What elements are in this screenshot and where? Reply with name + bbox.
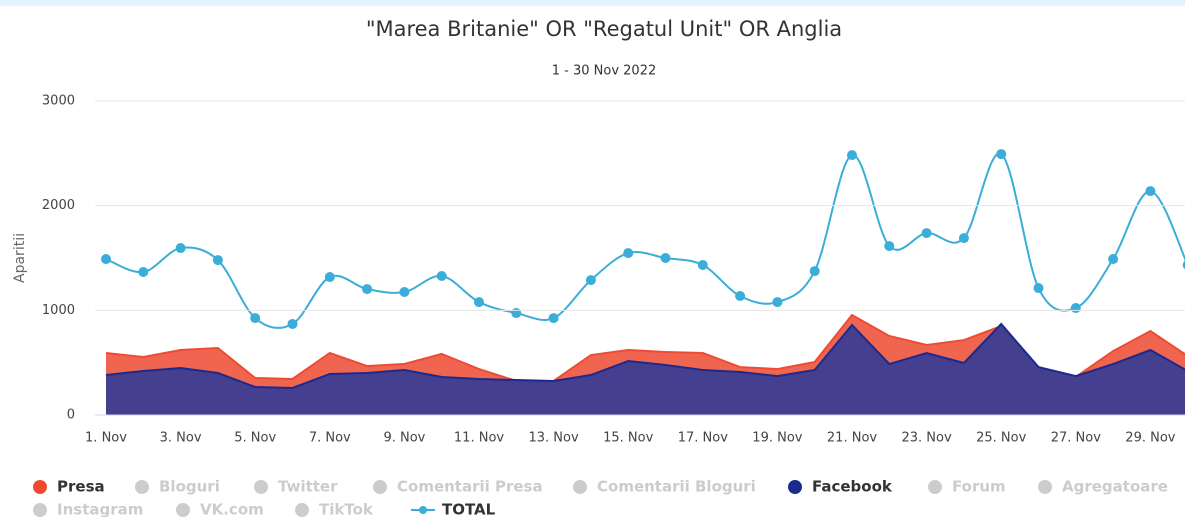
legend-label[interactable]: Facebook <box>812 478 893 496</box>
x-tick-label: 1. Nov <box>85 431 127 446</box>
marker <box>287 318 298 329</box>
chart-subtitle: 1 - 30 Nov 2022 <box>552 64 657 79</box>
marker <box>138 267 149 278</box>
x-tick-label: 3. Nov <box>160 431 202 446</box>
area <box>106 324 1185 415</box>
area-line <box>105 322 1185 390</box>
marker <box>324 272 335 283</box>
x-tick-label: 19. Nov <box>752 431 802 446</box>
legend-marker <box>928 480 942 494</box>
line <box>105 152 1185 329</box>
legend-marker <box>33 503 47 517</box>
legend-label[interactable]: TikTok <box>319 501 374 517</box>
y-tick-label: 1000 <box>42 303 75 318</box>
marker <box>697 260 708 271</box>
marker <box>436 271 447 282</box>
legend-marker <box>419 506 427 514</box>
marker <box>1033 283 1044 294</box>
x-tick-label: 5. Nov <box>234 431 276 446</box>
legend-label[interactable]: Comentarii Bloguri <box>597 478 756 496</box>
x-tick-label: 27. Nov <box>1051 431 1101 446</box>
marker <box>585 275 596 286</box>
x-tick-label: 29. Nov <box>1125 431 1175 446</box>
legend-marker <box>573 480 587 494</box>
legend-label[interactable]: Twitter <box>278 478 338 496</box>
marker <box>1182 260 1185 270</box>
marker <box>399 287 410 298</box>
x-tick-label: 17. Nov <box>678 431 728 446</box>
x-tick-label: 13. Nov <box>529 431 579 446</box>
top-strip <box>0 0 1185 6</box>
marker <box>175 243 186 254</box>
legend-label[interactable]: VK.com <box>200 501 264 517</box>
y-tick-label: 0 <box>67 408 75 423</box>
x-tick-label: 11. Nov <box>454 431 504 446</box>
marker <box>884 241 895 252</box>
chart-title: "Marea Britanie" OR "Regatul Unit" OR An… <box>366 17 842 41</box>
marker <box>623 248 634 259</box>
marker <box>660 253 671 263</box>
x-tick-label: 15. Nov <box>603 431 653 446</box>
marker <box>996 149 1007 160</box>
marker <box>250 313 261 324</box>
marker <box>511 308 522 319</box>
y-tick-label: 3000 <box>42 94 75 109</box>
plot-area <box>101 149 1185 415</box>
marker <box>212 255 223 266</box>
legend-label[interactable]: Bloguri <box>159 478 220 496</box>
legend-marker <box>295 503 309 517</box>
x-tick-label: 21. Nov <box>827 431 877 446</box>
legend-label[interactable]: Forum <box>952 478 1006 496</box>
marker <box>548 313 559 324</box>
legend-label[interactable]: Presa <box>57 478 105 496</box>
legend-marker <box>135 480 149 494</box>
marker <box>1108 254 1119 265</box>
legend-marker <box>1038 480 1052 494</box>
legend-label[interactable]: Comentarii Presa <box>397 478 543 496</box>
legend-label[interactable]: Agregatoare <box>1062 478 1168 496</box>
legend-label[interactable]: Instagram <box>57 501 143 517</box>
marker <box>958 233 969 244</box>
legend-marker <box>373 480 387 494</box>
marker <box>101 254 111 265</box>
legend-marker <box>33 480 47 494</box>
y-axis-label: Aparitii <box>12 233 28 283</box>
x-tick-label: 7. Nov <box>309 431 351 446</box>
marker <box>847 150 857 161</box>
marker <box>1070 303 1081 314</box>
marker <box>809 266 820 277</box>
y-tick-label: 2000 <box>42 198 75 213</box>
legend-marker <box>788 480 802 494</box>
marker <box>772 297 783 308</box>
legend-marker <box>176 503 190 517</box>
marker <box>362 284 373 295</box>
legend-label[interactable]: TOTAL <box>442 501 496 517</box>
legend-marker <box>254 480 268 494</box>
x-tick-label: 25. Nov <box>976 431 1026 446</box>
marker <box>921 228 932 239</box>
marker <box>474 297 484 308</box>
marker <box>1145 186 1156 197</box>
marker <box>735 290 746 301</box>
x-tick-label: 9. Nov <box>383 431 425 446</box>
x-tick-label: 23. Nov <box>902 431 952 446</box>
